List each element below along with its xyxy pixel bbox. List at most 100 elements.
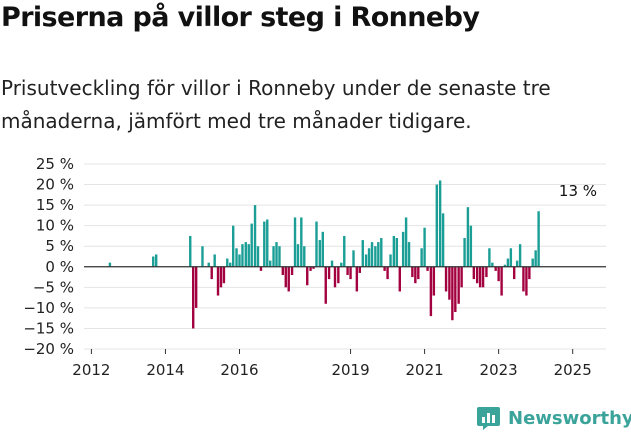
bar: [349, 266, 352, 280]
x-tick-label: 2016: [220, 361, 258, 379]
bar: [383, 266, 386, 271]
bar: [438, 180, 442, 267]
bar: [226, 258, 229, 267]
bar: [340, 262, 343, 267]
bar: [488, 248, 491, 267]
bar: [312, 266, 315, 269]
bar: [303, 246, 306, 267]
bar: [154, 254, 158, 267]
bar: [448, 266, 451, 300]
bar: [411, 266, 414, 278]
bar: [210, 266, 213, 280]
bar: [392, 235, 396, 267]
chart-subtitle: Prisutveckling för villor i Ronneby unde…: [1, 76, 551, 133]
bar: [469, 225, 473, 267]
bar: [466, 207, 470, 267]
bar: [429, 266, 433, 317]
bar: [537, 211, 540, 267]
bar: [528, 266, 531, 280]
bar: [417, 266, 420, 280]
bar: [503, 264, 507, 267]
x-tick-label: 2025: [554, 361, 592, 379]
bar: [432, 266, 436, 296]
bar: [321, 231, 324, 267]
bar: [355, 266, 359, 292]
bar: [478, 266, 482, 288]
bar-chart: 25 % 20 % 15 % 10 % 5 % 0 % −5 % −10 % −15 % −20 …: [23, 155, 606, 379]
bar: [380, 238, 383, 267]
bar: [343, 235, 346, 267]
bar: [263, 221, 266, 267]
bar: [337, 266, 340, 284]
chart-title: Priserna på villor steg i Ronneby: [1, 2, 480, 33]
bar: [346, 266, 349, 275]
y-axis-labels: 25 % 20 % 15 % 10 % 5 % 0 % −5 % −10 % −15 % −20 …: [23, 155, 74, 358]
bar: [395, 238, 399, 267]
y-tick-label: 5 %: [45, 237, 74, 255]
bar: [324, 266, 327, 304]
bar: [108, 262, 112, 267]
bar: [229, 262, 232, 267]
bar: [278, 246, 281, 267]
bar: [463, 238, 466, 267]
brand-name: Newsworthy: [508, 408, 631, 429]
bar: [454, 266, 457, 312]
bar: [306, 266, 309, 286]
bar: [216, 266, 220, 296]
bar: [275, 242, 278, 267]
bar: [389, 254, 392, 267]
bar: [281, 266, 285, 275]
bar: [374, 246, 377, 267]
bar: [500, 266, 503, 296]
bar: [494, 266, 497, 271]
x-tick-label: 2014: [146, 361, 184, 379]
bar: [327, 266, 331, 280]
bar: [404, 217, 408, 267]
bar: [256, 246, 260, 267]
bar: [531, 258, 534, 267]
bar: [370, 242, 374, 267]
bar: [506, 258, 510, 267]
bar: [235, 248, 238, 267]
bar: [189, 235, 192, 267]
bar: [377, 242, 380, 267]
x-tick-label: 2021: [406, 361, 444, 379]
y-tick-label: −10 %: [23, 299, 74, 317]
bar: [472, 266, 476, 280]
bar: [219, 266, 223, 288]
bar: [287, 266, 290, 292]
bar: [441, 213, 445, 267]
bar: [426, 266, 429, 271]
bar: [407, 242, 411, 267]
y-tick-label: 0 %: [45, 258, 74, 276]
x-tick-label: 2012: [72, 361, 110, 379]
bar: [300, 217, 303, 267]
bar: [330, 260, 334, 267]
bar: [284, 266, 287, 288]
bar: [352, 250, 355, 267]
bar: [194, 266, 198, 308]
bar: [318, 240, 322, 267]
newsworthy-logo-icon: [477, 407, 500, 430]
bars: [108, 180, 540, 329]
bar: [457, 266, 460, 304]
bar: [269, 260, 272, 267]
bar: [213, 254, 216, 267]
bar: [207, 262, 210, 267]
bar: [253, 205, 257, 267]
bar: [386, 266, 389, 280]
bar: [250, 223, 253, 267]
y-tick-label: 25 %: [36, 155, 74, 173]
y-tick-label: −15 %: [23, 319, 74, 337]
bar: [534, 250, 537, 267]
bar: [361, 240, 364, 267]
y-tick-label: 10 %: [36, 217, 74, 235]
bar: [398, 266, 401, 292]
bar: [244, 242, 247, 267]
bar: [296, 244, 300, 267]
bar: [192, 266, 195, 329]
bar: [293, 217, 297, 267]
newsworthy-logo[interactable]: Newsworthy: [476, 406, 631, 431]
y-tick-label: 15 %: [36, 196, 74, 214]
latest-value-annotation: 13 %: [559, 182, 597, 200]
